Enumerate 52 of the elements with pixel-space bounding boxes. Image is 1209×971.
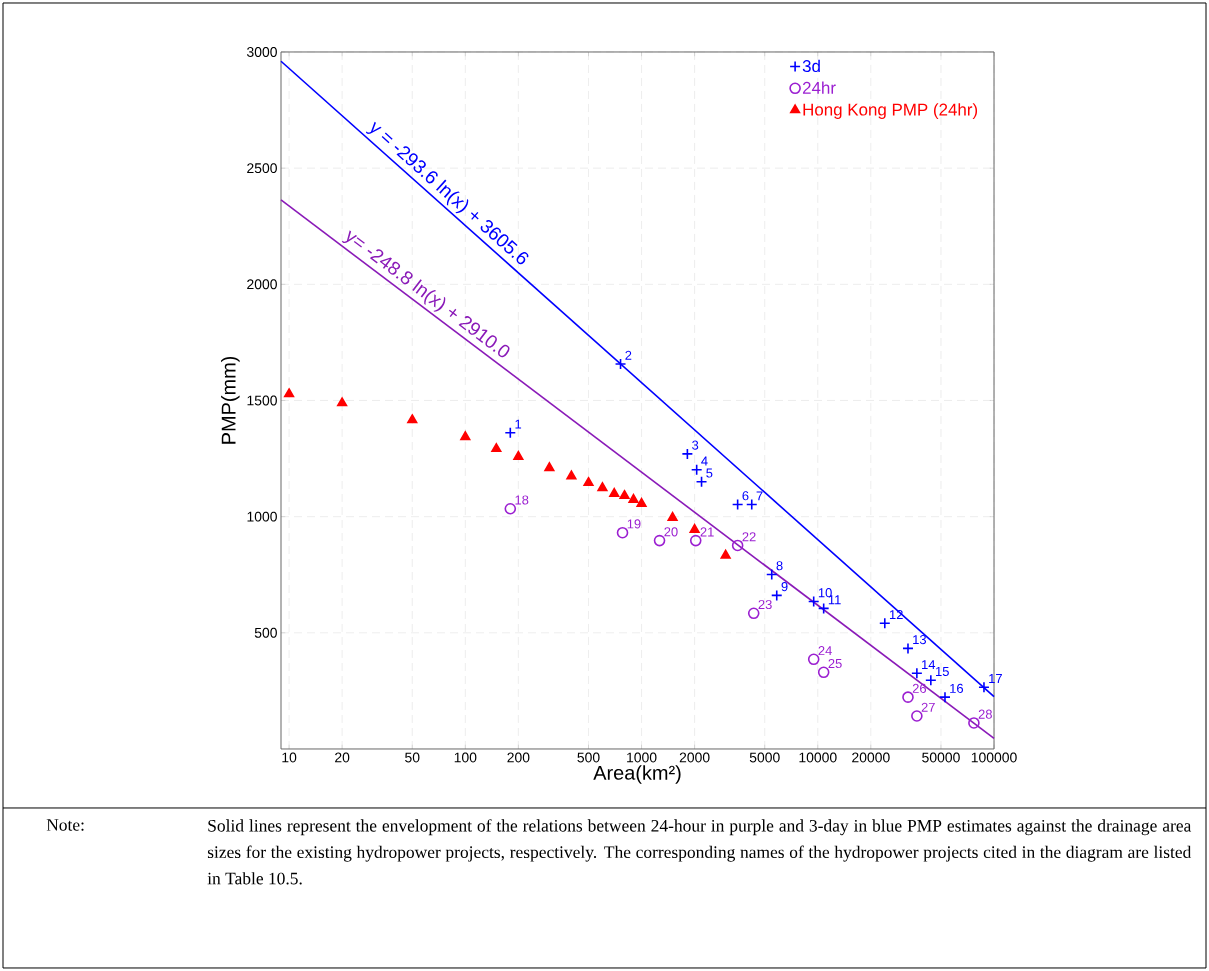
x-tick-label: 10000 bbox=[799, 752, 837, 763]
x-tick-label: 5000 bbox=[749, 752, 780, 763]
annotation: 21 bbox=[700, 527, 714, 537]
annotation: 4 bbox=[701, 456, 708, 466]
x-tick-label: 100000 bbox=[971, 752, 1017, 763]
annotation: 5 bbox=[706, 468, 713, 478]
x-tick-label: 20 bbox=[335, 752, 350, 763]
annotation: 12 bbox=[889, 610, 903, 620]
annotation: 9 bbox=[781, 582, 788, 592]
annotation: 17 bbox=[989, 674, 1002, 683]
x-tick-label: 20000 bbox=[852, 752, 890, 763]
x-axis-title: Area(km²) bbox=[593, 765, 681, 784]
annotation: 2 bbox=[625, 350, 632, 360]
legend-label: 24hr bbox=[802, 81, 836, 94]
text: Note: bbox=[46, 819, 84, 831]
y-tick-label: 500 bbox=[254, 627, 277, 638]
annotation: 19 bbox=[627, 519, 641, 529]
annotation: 20 bbox=[664, 527, 678, 537]
x-tick-label: 1000 bbox=[627, 752, 657, 763]
y-tick-label: 2500 bbox=[247, 163, 277, 174]
annotation: 27 bbox=[921, 702, 935, 712]
x-tick-label: 10 bbox=[282, 752, 297, 763]
annotation: 23 bbox=[758, 599, 772, 610]
x-tick-label: 2000 bbox=[679, 752, 710, 763]
y-axis-title: PMP(mm) bbox=[221, 356, 240, 444]
annotation: 14 bbox=[922, 660, 936, 670]
legend-label: 3d bbox=[802, 59, 820, 73]
x-tick-label: 50000 bbox=[922, 752, 960, 763]
x-tick-label: 100 bbox=[454, 752, 477, 763]
annotation: 22 bbox=[742, 532, 756, 542]
annotation: 8 bbox=[776, 561, 783, 571]
text: Solid lines represent the envelopment of the relations between 24-hour in purple and 3-day in blue PMP estimates against the drainage area sizes for the existing hydropower projects, respectively. The corresponding names of the hydropower projects cited in the diagram are listed in Table 10.5. bbox=[207, 819, 1192, 885]
annotation: 18 bbox=[515, 495, 529, 505]
y-tick-label: 3000 bbox=[247, 47, 277, 57]
y-tick-label: 1500 bbox=[247, 395, 277, 406]
x-tick-label: 200 bbox=[507, 752, 530, 763]
annotation: 26 bbox=[912, 683, 927, 693]
annotation: 3 bbox=[692, 440, 699, 450]
legend-label: Hong Kong PMP (24hr) bbox=[803, 103, 978, 119]
y-tick-label: 1000 bbox=[247, 511, 277, 522]
annotation: 1 bbox=[515, 419, 522, 429]
annotation: 7 bbox=[756, 491, 763, 501]
annotation: 6 bbox=[742, 491, 749, 501]
x-tick-label: 50 bbox=[405, 752, 420, 763]
annotation: 15 bbox=[936, 666, 949, 677]
x-tick-label: 500 bbox=[577, 752, 600, 763]
y-tick-label: 2000 bbox=[247, 279, 277, 290]
annotation: 28 bbox=[978, 709, 992, 719]
annotation: 25 bbox=[828, 658, 842, 669]
annotation: 13 bbox=[913, 635, 927, 645]
annotation: 24 bbox=[818, 646, 832, 656]
annotation: 16 bbox=[950, 683, 964, 693]
